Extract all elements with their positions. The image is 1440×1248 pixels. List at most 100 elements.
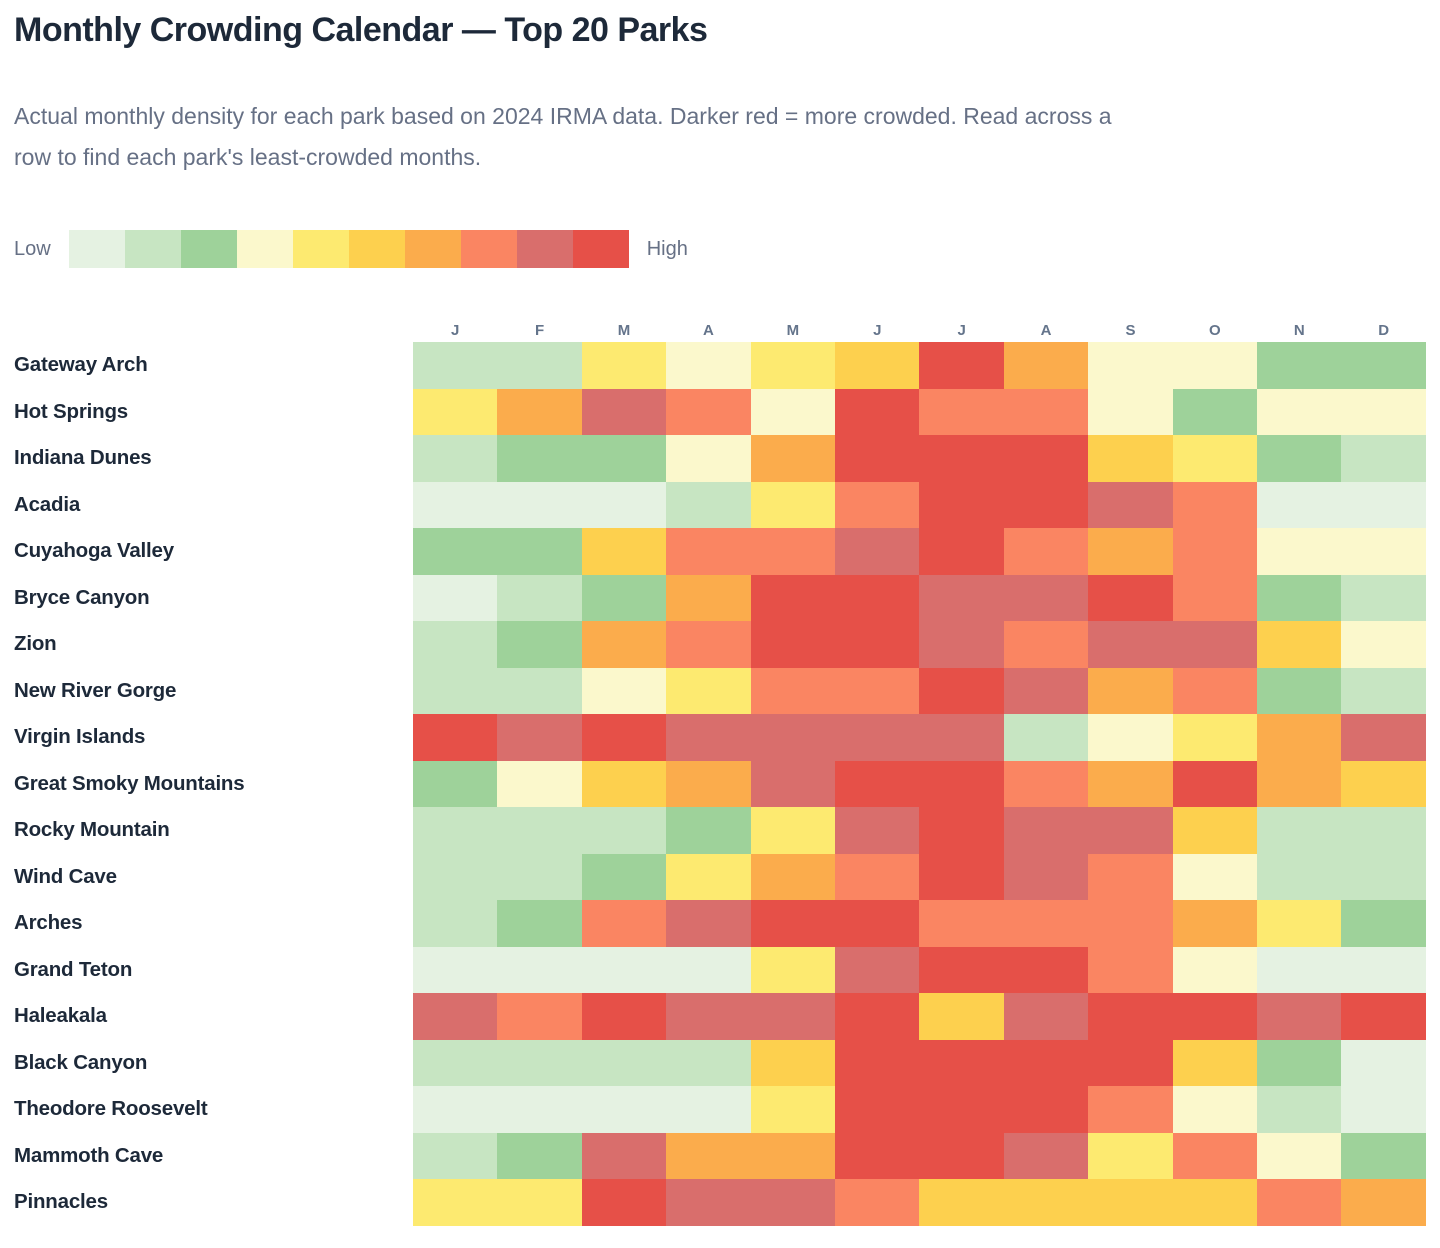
heatmap-cell [1257,388,1342,435]
heatmap-cell [750,1039,836,1086]
heatmap-cell [666,528,751,575]
heatmap-row: Virgin Islands [14,714,1426,761]
row-cells [413,435,1426,482]
row-cells [413,574,1426,621]
row-label: Theodore Roosevelt [14,1097,208,1121]
legend-high-label: High [646,237,688,260]
heatmap-cell [581,342,667,389]
heatmap-cell [1341,760,1426,807]
heatmap-cell [666,1039,751,1086]
heatmap-cell [581,993,667,1040]
heatmap-cell [1172,435,1258,482]
heatmap-cell [835,528,920,575]
month-label-6: J [873,322,882,339]
row-cells [413,760,1426,807]
legend-swatch-9 [516,230,573,268]
heatmap-cell [750,714,836,761]
heatmap-cell [835,388,920,435]
heatmap-cell [1257,993,1342,1040]
heatmap-cell [1341,1132,1426,1179]
heatmap-cell [497,435,582,482]
legend-swatch-3 [180,230,237,268]
heatmap-cell [919,1039,1004,1086]
heatmap-cell [497,1179,582,1226]
heatmap-cell [497,342,582,389]
heatmap-cell [581,574,667,621]
heatmap-cell [1257,760,1342,807]
heatmap-cell [835,1179,920,1226]
row-label: Haleakala [14,1004,107,1028]
heatmap-cell [581,1132,667,1179]
heatmap-cell [1257,481,1342,528]
heatmap-row: Arches [14,900,1426,947]
heatmap-cell [497,1132,582,1179]
heatmap-cell [1172,993,1258,1040]
heatmap-cell [413,853,498,900]
heatmap-cell [835,481,920,528]
heatmap-cell [1172,1179,1258,1226]
heatmap-cell [1172,1132,1258,1179]
subtitle-line-2: row to find each park's least-crowded mo… [14,144,482,170]
heatmap-cell [919,481,1004,528]
heatmap-row: Hot Springs [14,388,1426,435]
heatmap-cell [1003,853,1089,900]
heatmap-cell [1003,946,1089,993]
heatmap-cell [413,1132,498,1179]
heatmap-cell [835,342,920,389]
heatmap-cell [666,946,751,993]
row-cells [413,993,1426,1040]
row-cells [413,853,1426,900]
heatmap-row: Mammoth Cave [14,1132,1426,1179]
heatmap-cell [835,1132,920,1179]
heatmap-cell [666,1086,751,1133]
heatmap-cell [497,528,582,575]
heatmap-row: Grand Teton [14,946,1426,993]
heatmap-cell [666,481,751,528]
heatmap-cell [1257,946,1342,993]
legend-swatch-4 [236,230,293,268]
row-label: Grand Teton [14,957,133,981]
heatmap-cell [750,1132,836,1179]
heatmap-cell [1088,388,1173,435]
heatmap-cell [1172,760,1258,807]
row-cells [413,900,1426,947]
heatmap-cell [919,342,1004,389]
row-label: Great Smoky Mountains [14,771,245,795]
heatmap-cell [1257,621,1342,668]
heatmap-cell [413,667,498,714]
heatmap-row: Bryce Canyon [14,574,1426,621]
heatmap-cell [497,481,582,528]
heatmap-row: Cuyahoga Valley [14,528,1426,575]
heatmap-cell [919,993,1004,1040]
heatmap-cell [1088,1179,1173,1226]
heatmap-cell [581,481,667,528]
heatmap-cell [750,807,836,854]
heatmap-cell [1341,807,1426,854]
heatmap-cell [497,807,582,854]
row-cells [413,342,1426,389]
heatmap-cell [835,900,920,947]
heatmap-cell [581,760,667,807]
heatmap-cell [1172,621,1258,668]
row-cells [413,1039,1426,1086]
heatmap-cell [1172,528,1258,575]
heatmap-cell [1172,853,1258,900]
month-label-9: S [1125,322,1136,339]
heatmap-cell [1341,528,1426,575]
heatmap-cell [1172,667,1258,714]
heatmap-row: Wind Cave [14,853,1426,900]
heatmap-cell [1341,621,1426,668]
heatmap-cell [1172,481,1258,528]
row-label: New River Gorge [14,678,177,702]
row-label: Cuyahoga Valley [14,539,174,563]
heatmap-cell [1341,342,1426,389]
heatmap-cell [1088,621,1173,668]
heatmap-cell [1341,946,1426,993]
heatmap-cell [750,342,836,389]
legend-swatch-6 [348,230,405,268]
heatmap-cell [1257,807,1342,854]
heatmap-cell [1341,435,1426,482]
heatmap-cell [919,528,1004,575]
heatmap-grid: Gateway Arch Hot Springs Indiana Dunes Acad… [14,342,1426,1226]
row-cells [413,946,1426,993]
